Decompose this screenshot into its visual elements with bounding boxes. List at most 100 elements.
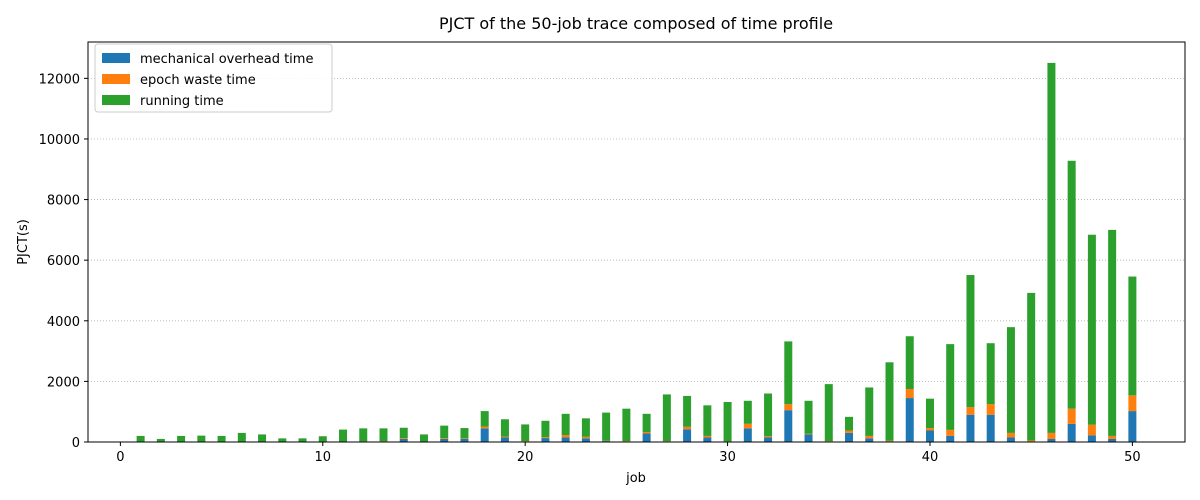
bar-segment-3-job-9 — [298, 438, 307, 442]
bar-segment-3-job-48 — [1087, 234, 1096, 425]
bar-segment-1-job-39 — [905, 398, 914, 442]
bar-segment-3-job-11 — [339, 429, 348, 442]
y-tick-label: 2000 — [47, 375, 80, 390]
bar-segment-1-job-47 — [1067, 423, 1076, 442]
bar-segment-3-job-18 — [480, 411, 489, 427]
bar-segment-1-job-46 — [1047, 438, 1056, 442]
y-tick-label: 12000 — [39, 72, 80, 87]
bar-segment-2-job-23 — [581, 436, 590, 439]
bar-segment-3-job-43 — [986, 343, 995, 405]
bar-segment-2-job-26 — [642, 432, 651, 434]
bar-segment-3-job-45 — [1027, 292, 1036, 441]
bar-segment-1-job-49 — [1108, 438, 1117, 442]
bar-segment-2-job-42 — [966, 407, 975, 415]
bar-segment-1-job-33 — [784, 410, 793, 442]
y-axis-label: PJCT(s) — [16, 219, 31, 265]
grid-lines — [88, 77, 1185, 382]
y-tick-label: 0 — [72, 436, 80, 451]
bar-segment-3-job-23 — [581, 418, 590, 437]
bar-segment-2-job-49 — [1108, 435, 1117, 439]
bar-segment-2-job-28 — [683, 426, 692, 430]
bar-segment-1-job-40 — [925, 430, 934, 442]
bars — [136, 62, 1137, 442]
bar-segment-3-job-41 — [946, 344, 955, 430]
bar-segment-1-job-50 — [1128, 411, 1137, 442]
bar-segment-1-job-32 — [764, 437, 773, 442]
bar-segment-3-job-15 — [419, 434, 428, 442]
bar-segment-3-job-20 — [521, 424, 530, 442]
bar-segment-2-job-34 — [804, 433, 813, 435]
bar-segment-3-job-2 — [156, 438, 165, 442]
bar-segment-3-job-13 — [379, 428, 388, 442]
bar-segment-3-job-14 — [399, 427, 408, 439]
x-tick-label: 30 — [719, 450, 736, 465]
bar-segment-3-job-27 — [662, 394, 671, 442]
bar-segment-1-job-22 — [561, 437, 570, 442]
bar-segment-3-job-19 — [500, 419, 509, 437]
bar-segment-1-job-19 — [500, 437, 509, 442]
bar-segment-1-job-17 — [460, 438, 469, 442]
bar-segment-1-job-23 — [581, 438, 590, 442]
bar-segment-1-job-43 — [986, 414, 995, 442]
bar-segment-3-job-3 — [177, 435, 186, 442]
bar-segment-1-job-42 — [966, 414, 975, 442]
bar-segment-3-job-26 — [642, 413, 651, 432]
bar-segment-2-job-16 — [440, 438, 449, 439]
bar-segment-1-job-37 — [865, 438, 874, 442]
y-tick-label: 6000 — [47, 254, 80, 269]
x-tick-label: 0 — [116, 450, 124, 465]
bar-segment-2-job-38 — [885, 440, 894, 442]
legend-swatch-1 — [102, 53, 130, 63]
plot-frame — [87, 41, 1186, 443]
bar-segment-2-job-43 — [986, 404, 995, 415]
bar-segment-2-job-33 — [784, 404, 793, 411]
bar-segment-3-job-21 — [541, 420, 550, 438]
bar-segment-3-job-38 — [885, 362, 894, 441]
bar-segment-3-job-28 — [683, 395, 692, 427]
y-tick-label: 10000 — [39, 133, 80, 148]
bar-segment-3-job-34 — [804, 400, 813, 434]
x-tick-label: 50 — [1124, 450, 1141, 465]
legend: mechanical overhead time epoch waste time… — [94, 43, 333, 113]
y-tick-label: 4000 — [47, 315, 80, 330]
legend-label-3: running time — [140, 94, 224, 109]
bar-segment-3-job-1 — [136, 435, 145, 442]
bar-segment-3-job-8 — [278, 438, 287, 442]
bar-segment-3-job-47 — [1067, 160, 1076, 409]
x-tick-label: 40 — [922, 450, 939, 465]
axes: 0 10 20 30 40 50 0 2000 4000 6000 8000 10000 12000 — [39, 41, 1186, 465]
bar-segment-3-job-37 — [865, 387, 874, 436]
legend-swatch-2 — [102, 74, 130, 84]
bar-segment-1-job-26 — [642, 433, 651, 442]
bar-segment-3-job-44 — [1006, 327, 1015, 433]
bar-segment-3-job-32 — [764, 393, 773, 437]
x-tick-label: 20 — [517, 450, 534, 465]
bar-segment-3-job-36 — [845, 416, 854, 431]
bar-segment-3-job-33 — [784, 341, 793, 405]
bar-segment-2-job-46 — [1047, 432, 1056, 439]
bar-segment-3-job-16 — [440, 425, 449, 439]
bar-segment-2-job-22 — [561, 435, 570, 438]
x-tick-label: 10 — [315, 450, 332, 465]
bar-segment-3-job-40 — [925, 398, 934, 429]
bar-segment-2-job-39 — [905, 388, 914, 399]
bar-segment-3-job-46 — [1047, 62, 1056, 433]
bar-segment-1-job-31 — [743, 428, 752, 442]
bar-segment-1-job-14 — [399, 438, 408, 442]
legend-swatch-3 — [102, 95, 130, 105]
bar-segment-3-job-49 — [1108, 229, 1117, 436]
bar-segment-1-job-18 — [480, 428, 489, 442]
bar-segment-2-job-45 — [1027, 440, 1036, 442]
bar-segment-3-job-30 — [723, 402, 732, 442]
bar-segment-1-job-44 — [1006, 437, 1015, 442]
bar-segment-2-job-32 — [764, 436, 773, 438]
bar-segment-2-job-14 — [399, 438, 408, 439]
bar-segment-3-job-35 — [824, 384, 833, 442]
bar-segment-3-job-12 — [359, 428, 368, 442]
bar-segment-1-job-36 — [845, 432, 854, 442]
bar-segment-3-job-4 — [197, 435, 206, 442]
bar-segment-2-job-19 — [500, 436, 509, 438]
bar-segment-3-job-50 — [1128, 276, 1137, 396]
bar-segment-2-job-21 — [541, 437, 550, 439]
